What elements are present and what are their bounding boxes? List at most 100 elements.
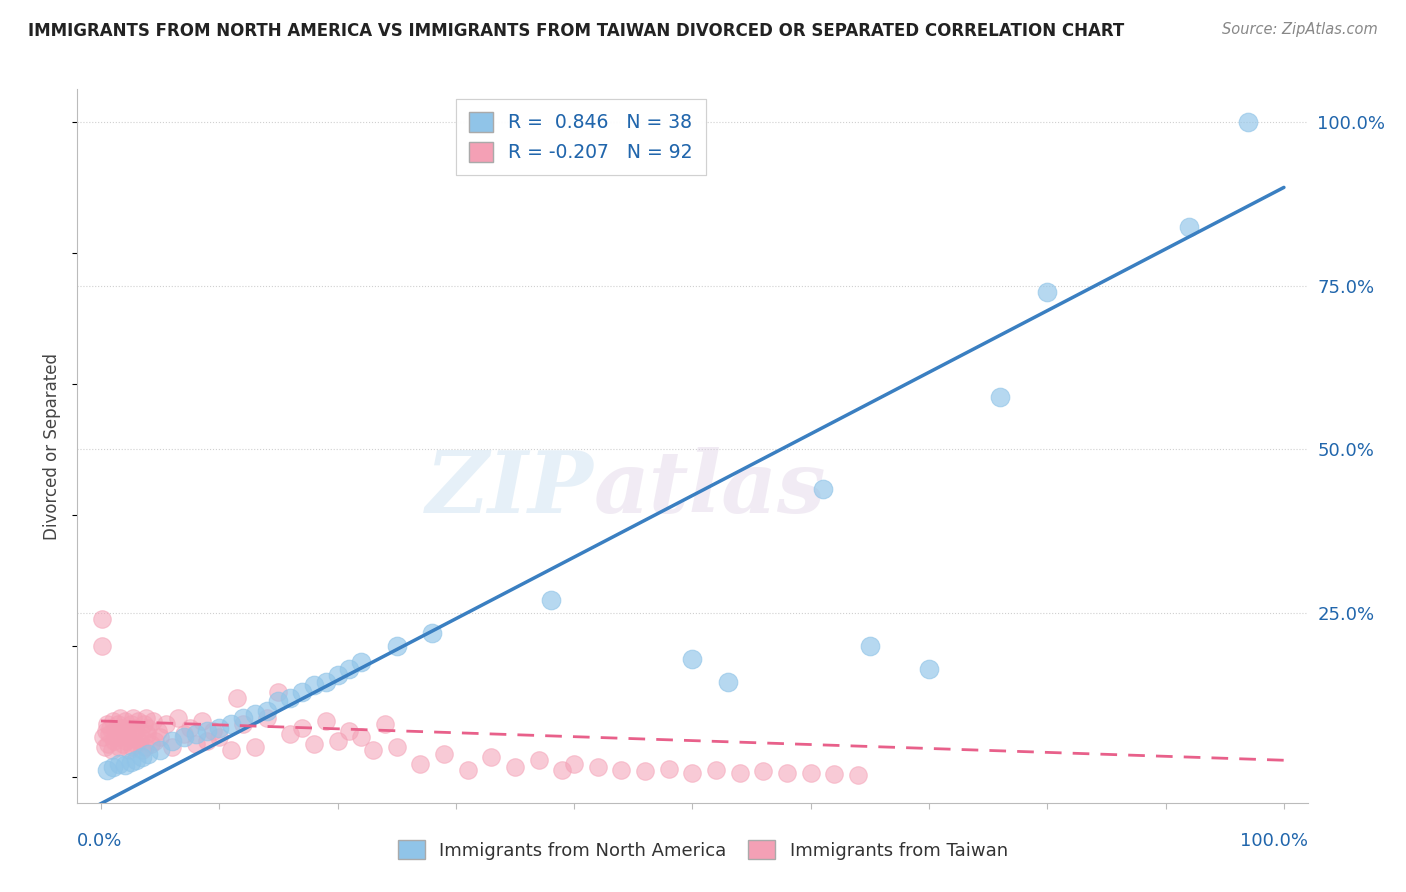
Point bbox=[100, 721, 122, 735]
Point bbox=[326, 733, 349, 747]
Point bbox=[101, 760, 124, 774]
Point bbox=[433, 747, 456, 761]
Y-axis label: Divorced or Separated: Divorced or Separated bbox=[44, 352, 62, 540]
Point bbox=[610, 763, 633, 777]
Point bbox=[811, 482, 834, 496]
Point bbox=[208, 731, 231, 745]
Point bbox=[278, 691, 301, 706]
Point bbox=[107, 717, 129, 731]
Point bbox=[302, 737, 325, 751]
Point bbox=[139, 737, 162, 751]
Point bbox=[129, 731, 152, 745]
Point bbox=[125, 753, 148, 767]
Point bbox=[128, 733, 150, 747]
Point bbox=[93, 740, 115, 755]
Point bbox=[267, 694, 290, 708]
Point bbox=[800, 766, 823, 780]
Point bbox=[256, 704, 278, 718]
Point bbox=[96, 763, 118, 777]
Point bbox=[219, 743, 242, 757]
Point bbox=[118, 743, 141, 757]
Point bbox=[160, 733, 183, 747]
Point bbox=[232, 717, 254, 731]
Point bbox=[134, 740, 156, 755]
Point bbox=[846, 767, 869, 781]
Point bbox=[278, 727, 301, 741]
Point bbox=[219, 717, 242, 731]
Point bbox=[243, 707, 266, 722]
Point bbox=[350, 731, 373, 745]
Point bbox=[108, 711, 131, 725]
Point bbox=[179, 721, 201, 735]
Point bbox=[385, 740, 408, 755]
Point bbox=[142, 714, 165, 728]
Point bbox=[315, 714, 337, 728]
Point bbox=[658, 762, 681, 776]
Point bbox=[145, 733, 167, 747]
Point bbox=[104, 723, 127, 738]
Point bbox=[717, 674, 740, 689]
Point bbox=[682, 765, 704, 780]
Point bbox=[136, 747, 159, 761]
Point bbox=[202, 723, 225, 738]
Point bbox=[97, 737, 120, 751]
Point bbox=[114, 733, 136, 747]
Point bbox=[823, 767, 845, 781]
Point bbox=[728, 766, 751, 780]
Point bbox=[149, 731, 172, 745]
Point bbox=[101, 714, 124, 728]
Point bbox=[121, 740, 143, 755]
Point bbox=[586, 760, 609, 774]
Point bbox=[107, 740, 129, 755]
Point bbox=[127, 714, 149, 728]
Point bbox=[420, 625, 443, 640]
Text: atlas: atlas bbox=[595, 447, 827, 531]
Point bbox=[479, 750, 502, 764]
Legend: R =  0.846   N = 38, R = -0.207   N = 92: R = 0.846 N = 38, R = -0.207 N = 92 bbox=[456, 99, 706, 175]
Point bbox=[131, 743, 153, 757]
Text: Source: ZipAtlas.com: Source: ZipAtlas.com bbox=[1222, 22, 1378, 37]
Point bbox=[918, 662, 941, 676]
Point bbox=[197, 723, 219, 738]
Point bbox=[339, 723, 361, 738]
Point bbox=[132, 717, 155, 731]
Point bbox=[96, 717, 118, 731]
Point bbox=[326, 668, 349, 682]
Point bbox=[160, 740, 183, 755]
Point bbox=[1237, 115, 1260, 129]
Point bbox=[291, 684, 314, 698]
Point bbox=[105, 731, 128, 745]
Point bbox=[197, 733, 219, 747]
Point bbox=[562, 756, 585, 771]
Point bbox=[100, 743, 122, 757]
Point bbox=[167, 711, 190, 725]
Point bbox=[503, 760, 526, 774]
Point bbox=[256, 711, 278, 725]
Point bbox=[122, 727, 145, 741]
Point bbox=[776, 765, 799, 780]
Point bbox=[1178, 219, 1201, 234]
Point bbox=[98, 727, 121, 741]
Point bbox=[129, 723, 152, 738]
Point bbox=[184, 727, 207, 741]
Point bbox=[540, 592, 562, 607]
Point bbox=[302, 678, 325, 692]
Point bbox=[190, 714, 212, 728]
Point bbox=[682, 652, 704, 666]
Point bbox=[339, 662, 361, 676]
Text: IMMIGRANTS FROM NORTH AMERICA VS IMMIGRANTS FROM TAIWAN DIVORCED OR SEPARATED CO: IMMIGRANTS FROM NORTH AMERICA VS IMMIGRA… bbox=[28, 22, 1125, 40]
Point bbox=[704, 763, 727, 777]
Point bbox=[107, 756, 129, 771]
Point bbox=[315, 674, 337, 689]
Point bbox=[125, 737, 148, 751]
Point bbox=[94, 723, 117, 738]
Point bbox=[115, 723, 138, 738]
Text: ZIP: ZIP bbox=[426, 447, 595, 531]
Legend: Immigrants from North America, Immigrants from Taiwan: Immigrants from North America, Immigrant… bbox=[391, 833, 1015, 867]
Point bbox=[291, 721, 314, 735]
Text: 100.0%: 100.0% bbox=[1240, 831, 1308, 849]
Point bbox=[93, 731, 115, 745]
Point bbox=[103, 733, 125, 747]
Point bbox=[374, 717, 396, 731]
Point bbox=[752, 764, 775, 779]
